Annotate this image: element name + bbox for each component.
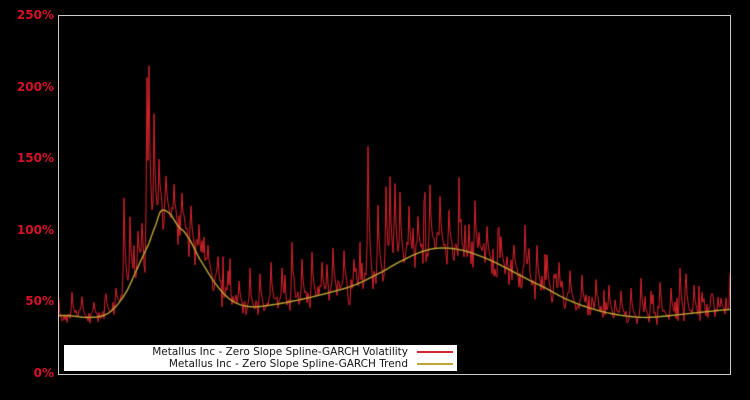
y-tick-label: 100% bbox=[16, 222, 54, 237]
y-axis: 0% 50% 100% 150% 200% 250% bbox=[0, 0, 54, 400]
volatility-line-sample bbox=[417, 351, 453, 353]
legend: Metallus Inc - Zero Slope Spline-GARCH V… bbox=[64, 345, 457, 371]
y-tick-label: 250% bbox=[16, 8, 54, 22]
legend-label-trend: Metallus Inc - Zero Slope Spline-GARCH T… bbox=[168, 358, 408, 370]
plot-area bbox=[58, 15, 731, 375]
y-tick-label: 0% bbox=[33, 366, 54, 380]
legend-item-trend: Metallus Inc - Zero Slope Spline-GARCH T… bbox=[64, 358, 457, 370]
chart-canvas bbox=[59, 16, 730, 374]
y-tick-label: 50% bbox=[25, 294, 54, 309]
legend-item-volatility: Metallus Inc - Zero Slope Spline-GARCH V… bbox=[64, 346, 457, 358]
legend-label-volatility: Metallus Inc - Zero Slope Spline-GARCH V… bbox=[152, 346, 408, 358]
y-tick-label: 200% bbox=[16, 79, 54, 94]
y-tick-label: 150% bbox=[16, 151, 54, 166]
trend-line-sample bbox=[417, 363, 453, 365]
